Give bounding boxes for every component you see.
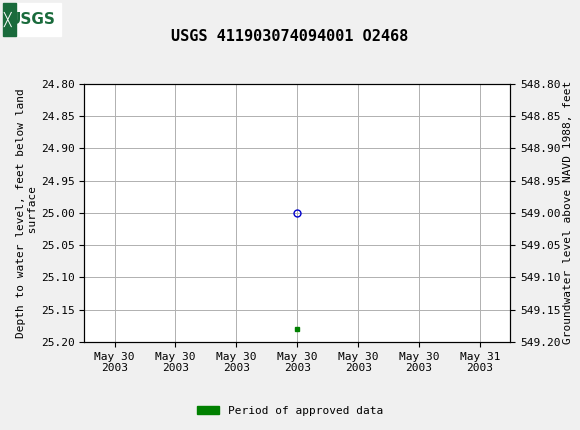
Y-axis label: Depth to water level, feet below land
 surface: Depth to water level, feet below land su… (16, 88, 38, 338)
Y-axis label: Groundwater level above NAVD 1988, feet: Groundwater level above NAVD 1988, feet (563, 81, 574, 344)
Text: USGS: USGS (9, 12, 55, 27)
FancyBboxPatch shape (3, 3, 61, 36)
FancyBboxPatch shape (3, 3, 16, 36)
Legend: Period of approved data: Period of approved data (193, 401, 387, 420)
Text: USGS 411903074094001 O2468: USGS 411903074094001 O2468 (171, 29, 409, 44)
Text: ╳: ╳ (4, 12, 11, 27)
